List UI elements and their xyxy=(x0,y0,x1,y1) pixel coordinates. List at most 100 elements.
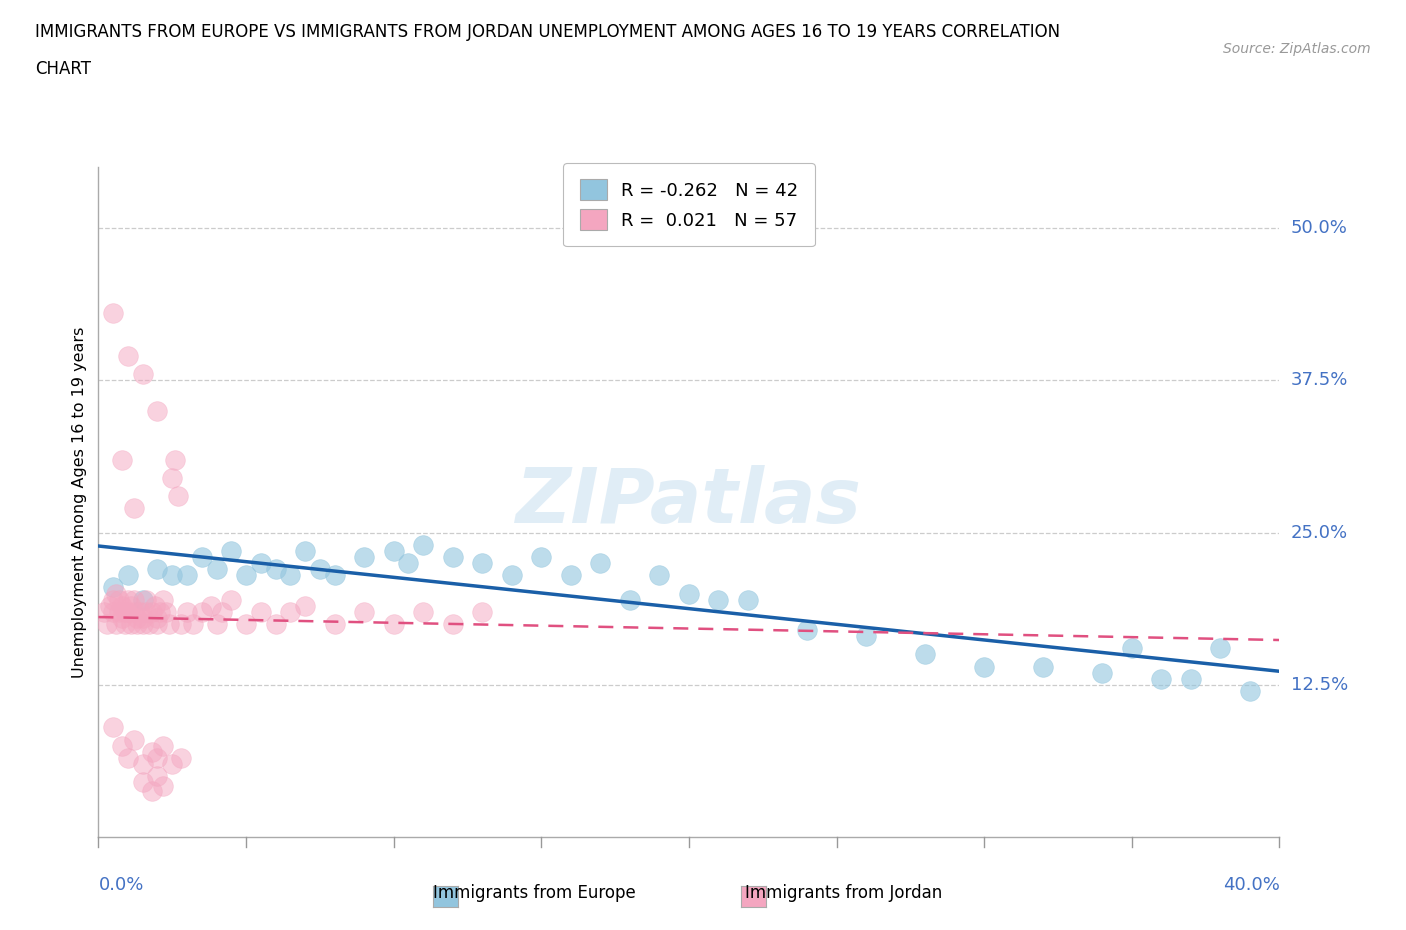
Text: Immigrants from Jordan: Immigrants from Jordan xyxy=(745,884,942,902)
Point xyxy=(973,659,995,674)
Point xyxy=(141,604,163,619)
Point xyxy=(103,592,125,607)
Point xyxy=(117,604,139,619)
Point xyxy=(132,367,155,382)
Point xyxy=(105,586,128,601)
Point xyxy=(146,751,169,765)
Point xyxy=(105,617,128,631)
Point xyxy=(138,617,160,631)
Point xyxy=(125,610,148,625)
Point xyxy=(264,562,287,577)
Point xyxy=(170,751,193,765)
Point xyxy=(146,769,169,784)
Text: 0.0%: 0.0% xyxy=(98,876,143,894)
Point xyxy=(114,617,136,631)
Point xyxy=(678,586,700,601)
Point xyxy=(1091,665,1114,680)
Text: Immigrants from Europe: Immigrants from Europe xyxy=(433,884,636,902)
Point xyxy=(382,543,405,558)
Point xyxy=(235,617,257,631)
Point xyxy=(103,720,125,735)
Point xyxy=(855,629,877,644)
Point xyxy=(165,452,187,467)
Point xyxy=(619,592,641,607)
Point xyxy=(707,592,730,607)
Point xyxy=(396,555,419,570)
Point xyxy=(157,617,180,631)
Point xyxy=(132,592,155,607)
Point xyxy=(170,617,193,631)
Point xyxy=(120,598,142,613)
Point xyxy=(152,778,174,793)
Point xyxy=(167,488,190,503)
Point xyxy=(737,592,759,607)
Point xyxy=(98,598,121,613)
Point xyxy=(914,647,936,662)
Point xyxy=(501,568,523,583)
Point xyxy=(278,604,302,619)
Text: CHART: CHART xyxy=(35,60,91,78)
Point xyxy=(122,592,145,607)
Point xyxy=(176,604,198,619)
Point xyxy=(146,610,169,625)
Point xyxy=(117,592,139,607)
Point xyxy=(93,604,115,619)
Point xyxy=(162,568,183,583)
Point xyxy=(353,550,375,565)
Point xyxy=(648,568,671,583)
Text: Source: ZipAtlas.com: Source: ZipAtlas.com xyxy=(1223,42,1371,56)
Point xyxy=(323,617,346,631)
Text: 12.5%: 12.5% xyxy=(1291,676,1348,694)
Point xyxy=(309,562,332,577)
Point xyxy=(1032,659,1054,674)
Point xyxy=(96,617,118,631)
Text: 37.5%: 37.5% xyxy=(1291,371,1348,390)
Point xyxy=(219,592,242,607)
Point xyxy=(1209,641,1232,656)
Point xyxy=(132,775,155,790)
Point xyxy=(128,604,150,619)
Point xyxy=(141,744,163,759)
Point xyxy=(162,471,183,485)
Point xyxy=(176,568,198,583)
Point xyxy=(412,604,434,619)
Point xyxy=(353,604,375,619)
Point xyxy=(205,562,228,577)
Point xyxy=(108,604,131,619)
Point xyxy=(264,617,287,631)
Point xyxy=(471,604,494,619)
Point xyxy=(135,604,157,619)
Point xyxy=(103,580,125,595)
Point xyxy=(111,610,134,625)
Point xyxy=(103,306,125,321)
Legend: R = -0.262   N = 42, R =  0.021   N = 57: R = -0.262 N = 42, R = 0.021 N = 57 xyxy=(564,163,814,246)
Point xyxy=(191,604,214,619)
Text: 40.0%: 40.0% xyxy=(1223,876,1279,894)
Point xyxy=(382,617,405,631)
Point xyxy=(122,732,145,747)
Point xyxy=(149,604,172,619)
Point xyxy=(560,568,582,583)
Point xyxy=(441,550,464,565)
Point xyxy=(235,568,257,583)
Point xyxy=(530,550,553,565)
Point xyxy=(412,538,434,552)
Point xyxy=(132,756,155,771)
Point xyxy=(111,452,134,467)
Point xyxy=(120,617,142,631)
Point xyxy=(146,562,169,577)
Point xyxy=(471,555,494,570)
Point xyxy=(132,617,155,631)
Point xyxy=(146,617,169,631)
Point xyxy=(219,543,242,558)
Point xyxy=(152,592,174,607)
Point xyxy=(117,751,139,765)
Point xyxy=(108,592,131,607)
Point xyxy=(152,738,174,753)
Point xyxy=(294,543,316,558)
Point xyxy=(205,617,228,631)
Text: IMMIGRANTS FROM EUROPE VS IMMIGRANTS FROM JORDAN UNEMPLOYMENT AMONG AGES 16 TO 1: IMMIGRANTS FROM EUROPE VS IMMIGRANTS FRO… xyxy=(35,23,1060,41)
Point xyxy=(114,604,136,619)
Point xyxy=(191,550,214,565)
Point xyxy=(155,604,177,619)
